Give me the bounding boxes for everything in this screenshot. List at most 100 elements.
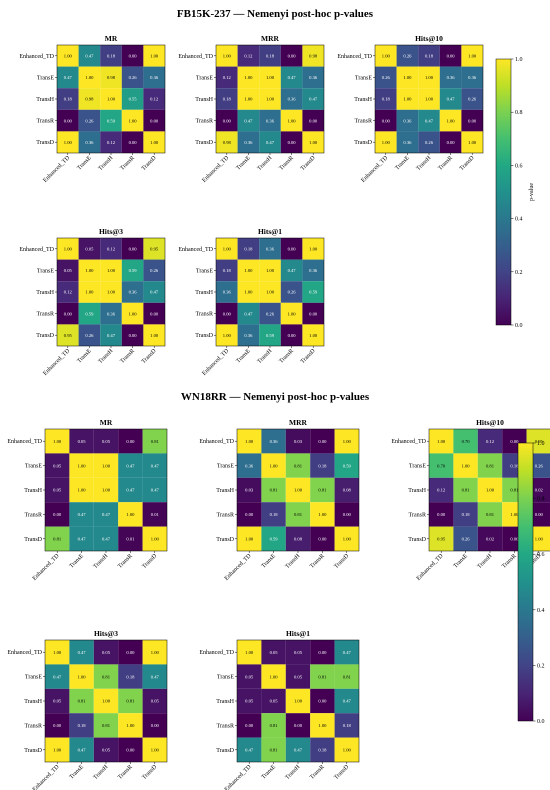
- colorbar-fb15k-237: 0.0 0.2 0.4 0.6 0.8 1.0 p-value: [495, 57, 535, 329]
- cell-value-label: 0.47: [78, 748, 87, 753]
- x-tick-label: TransD: [333, 553, 350, 570]
- heatmap-cell: [143, 88, 165, 110]
- cell-value-label: 0.36: [244, 333, 253, 338]
- cell-value-label: 0.95: [437, 537, 446, 542]
- cell-value-label: 1.00: [318, 512, 327, 517]
- cell-value-label: 0.47: [151, 488, 160, 493]
- cell-value-label: 0.98: [107, 75, 116, 80]
- cell-value-label: 0.47: [288, 268, 297, 273]
- panel-title: Hits@3: [99, 227, 123, 236]
- heatmap-cell: [237, 302, 260, 325]
- heatmap-panel-wn18rr-mrr: MRR 1.00 0.36 0.03 0.00 1.00 0.36 1.00 0.81 0.18 0…: [199, 418, 360, 582]
- y-tick-label: TransH: [195, 97, 213, 103]
- heatmap-cell: [334, 688, 359, 714]
- heatmap-cell: [45, 429, 70, 454]
- heatmap-panel-fb15k-237-hitsat1: Hits@1 1.00 0.18 0.36 0.00 1.00 0.18 1.00 1.00 0.…: [178, 227, 325, 377]
- x-tick-label: Enhanced_TD: [201, 155, 230, 184]
- x-tick-label: TransH: [416, 155, 433, 172]
- heatmap-cell: [285, 737, 311, 762]
- cell-value-label: 0.18: [223, 97, 232, 102]
- x-tick-label: Enhanced_TD: [42, 348, 71, 377]
- heatmap-cell: [45, 713, 70, 738]
- heatmap-cell: [280, 88, 303, 110]
- cell-value-label: 0.47: [151, 463, 160, 468]
- heatmap-cell: [310, 640, 335, 665]
- heatmap-cell: [302, 66, 324, 89]
- x-tick-label: TransD: [141, 553, 158, 570]
- heatmap-cell: [118, 737, 143, 762]
- cell-value-label: 1.00: [126, 512, 135, 517]
- heatmap-cell: [69, 737, 94, 762]
- cell-value-label: 0.81: [270, 723, 279, 728]
- cell-value-label: 0.00: [318, 650, 327, 655]
- heatmap-cell: [143, 324, 165, 346]
- cell-value-label: 1.00: [107, 97, 116, 102]
- x-tick-label: TransH: [257, 155, 274, 172]
- cell-value-label: 0.36: [468, 75, 477, 80]
- cell-value-label: 0.81: [294, 463, 303, 468]
- cell-value-label: 0.00: [126, 748, 135, 753]
- heatmap-cell: [93, 737, 119, 762]
- x-tick-label: TransH: [285, 553, 302, 570]
- y-tick-label: Enhanced_TD: [391, 439, 426, 445]
- cell-value-label: 0.98: [223, 140, 232, 145]
- heatmap-cell: [334, 526, 359, 551]
- heatmap-cell: [237, 502, 262, 527]
- y-tick-label: TransE: [409, 464, 426, 470]
- colorbar-tick-label: 0.0: [537, 719, 545, 725]
- cell-value-label: 0.47: [288, 75, 297, 80]
- y-tick-label: TransR: [196, 312, 213, 318]
- heatmap-cell: [45, 502, 70, 527]
- cell-value-label: 1.00: [266, 268, 275, 273]
- heatmap-cell: [285, 502, 311, 527]
- heatmap-cell: [237, 477, 262, 503]
- cell-value-label: 0.12: [64, 290, 73, 295]
- y-tick-label: TransD: [24, 537, 42, 543]
- heatmap-cell: [237, 259, 260, 282]
- heatmap-cell: [302, 238, 324, 260]
- cell-value-label: 1.00: [309, 140, 318, 145]
- heatmap-cell: [237, 88, 260, 110]
- cell-value-label: 0.26: [535, 463, 544, 468]
- cell-value-label: 0.18: [318, 748, 327, 753]
- heatmap-cell: [302, 281, 324, 303]
- y-tick-label: TransR: [196, 119, 213, 125]
- panel-title: MRR: [289, 418, 307, 427]
- cell-value-label: 0.47: [107, 333, 116, 338]
- y-tick-label: TransR: [25, 512, 42, 518]
- heatmap-cell: [285, 713, 311, 738]
- heatmap-cell: [69, 664, 94, 689]
- y-tick-label: Enhanced_TD: [19, 247, 54, 253]
- cell-value-label: 0.55: [129, 97, 138, 102]
- heatmap-cell: [121, 45, 144, 67]
- heatmap-cell: [45, 737, 70, 762]
- cell-value-label: 0.00: [150, 118, 159, 123]
- y-tick-label: Enhanced_TD: [7, 650, 42, 656]
- cell-value-label: 0.01: [151, 512, 160, 517]
- heatmap-cell: [93, 502, 119, 527]
- x-tick-label: TransD: [300, 155, 317, 172]
- heatmap-cell: [142, 737, 167, 762]
- cell-value-label: 0.00: [318, 537, 327, 542]
- heatmap-cell: [143, 131, 165, 153]
- heatmap-cell: [259, 259, 281, 282]
- x-tick-label: Enhanced_TD: [42, 155, 71, 184]
- heatmap-cell: [280, 281, 303, 303]
- y-tick-label: TransH: [36, 290, 54, 296]
- heatmap-cell: [280, 131, 303, 153]
- heatmap-cell: [375, 88, 397, 110]
- y-tick-label: Enhanced_TD: [337, 54, 372, 60]
- heatmap-cell: [142, 526, 167, 551]
- x-tick-label: TransE: [261, 764, 278, 781]
- cell-value-label: 1.00: [151, 537, 160, 542]
- heatmap-cell: [237, 66, 260, 89]
- cell-value-label: 0.26: [266, 311, 275, 316]
- heatmap-panel-wn18rr-hitsat3: Hits@3 1.00 0.47 0.05 0.00 1.00 0.47 1.00 0.81 0.…: [7, 629, 168, 790]
- y-tick-label: TransR: [37, 312, 54, 318]
- y-tick-label: TransD: [408, 537, 426, 543]
- cell-value-label: 1.00: [64, 247, 73, 252]
- heatmap-cell: [418, 45, 440, 67]
- heatmap-cell: [216, 88, 238, 110]
- heatmap-cell: [418, 88, 440, 110]
- y-tick-label: TransD: [216, 537, 234, 543]
